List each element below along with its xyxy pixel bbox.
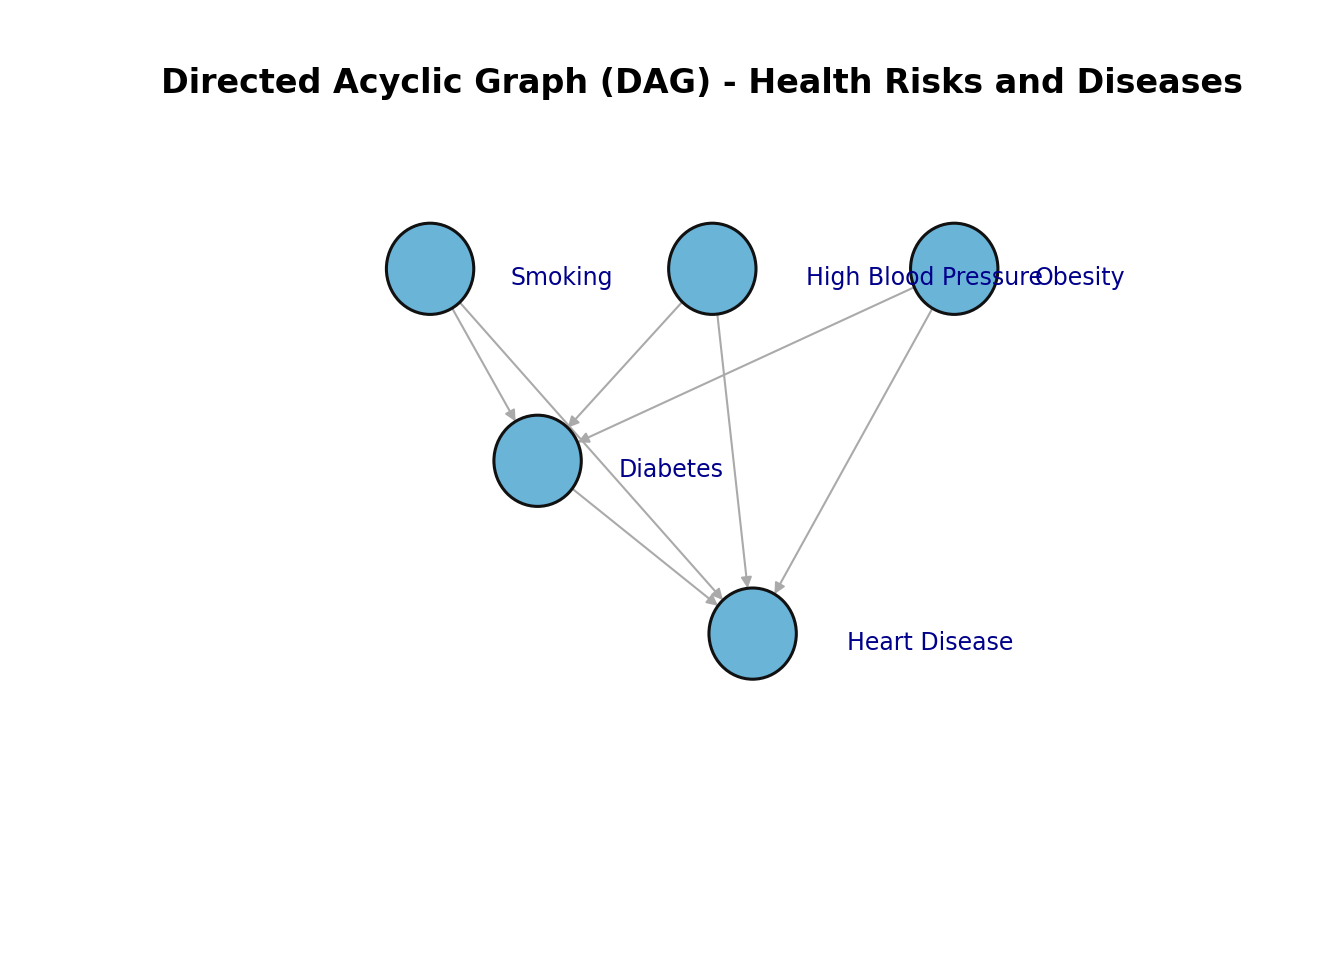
Text: Heart Disease: Heart Disease — [847, 632, 1013, 655]
Text: Smoking: Smoking — [511, 267, 613, 291]
Ellipse shape — [911, 224, 997, 315]
Ellipse shape — [495, 415, 581, 507]
Ellipse shape — [669, 224, 755, 315]
Text: Diabetes: Diabetes — [618, 459, 723, 482]
Ellipse shape — [710, 588, 797, 680]
Text: High Blood Pressure: High Blood Pressure — [806, 267, 1043, 291]
Text: Obesity: Obesity — [1035, 267, 1125, 291]
Ellipse shape — [387, 224, 473, 315]
Text: Directed Acyclic Graph (DAG) - Health Risks and Diseases: Directed Acyclic Graph (DAG) - Health Ri… — [161, 67, 1243, 100]
